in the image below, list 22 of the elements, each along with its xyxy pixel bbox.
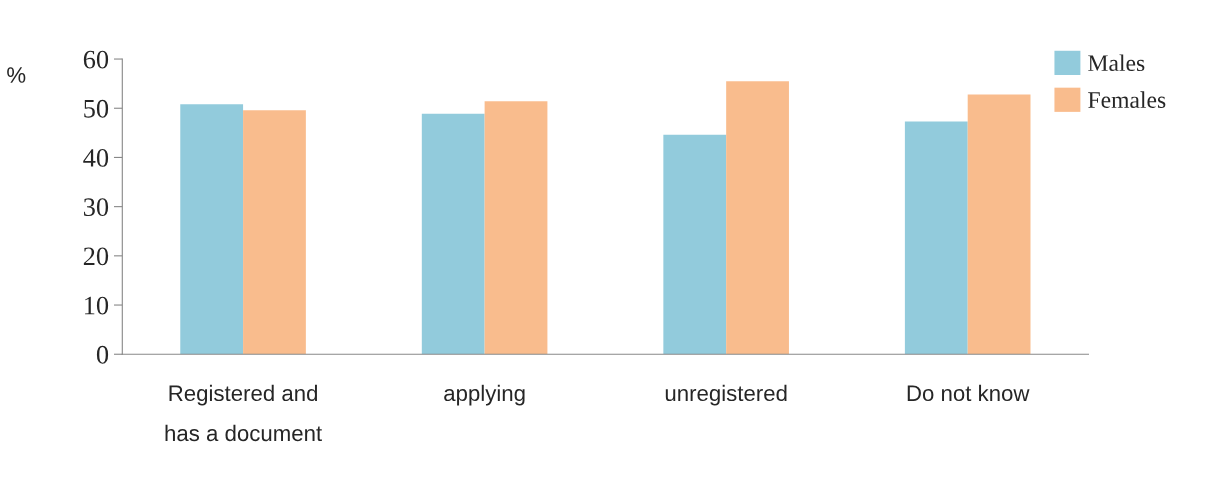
y-tick-label: 60 xyxy=(83,50,109,69)
bar xyxy=(421,113,485,355)
legend-label: Males xyxy=(1088,54,1145,72)
bar xyxy=(663,134,727,355)
bar xyxy=(484,101,548,355)
x-tick-label: unregistered xyxy=(665,384,787,406)
y-tick-label: 20 xyxy=(83,247,109,266)
y-tick-label: 30 xyxy=(83,198,109,217)
x-tick-label: applying xyxy=(444,384,525,406)
y-tick-label: 0 xyxy=(96,345,109,364)
y-tick-label: 40 xyxy=(83,149,109,167)
y-axis-title: % xyxy=(7,67,26,83)
bar xyxy=(904,121,968,355)
x-tick-label: Do not know xyxy=(907,384,1030,402)
x-tick-label: Registered and has a document xyxy=(165,384,322,442)
bar xyxy=(726,81,789,355)
bar xyxy=(180,104,244,355)
bar xyxy=(243,110,306,355)
legend-label: Females xyxy=(1088,91,1166,108)
y-tick-label: 10 xyxy=(85,296,109,315)
y-tick-label: 50 xyxy=(84,99,109,118)
bar xyxy=(967,94,1031,355)
